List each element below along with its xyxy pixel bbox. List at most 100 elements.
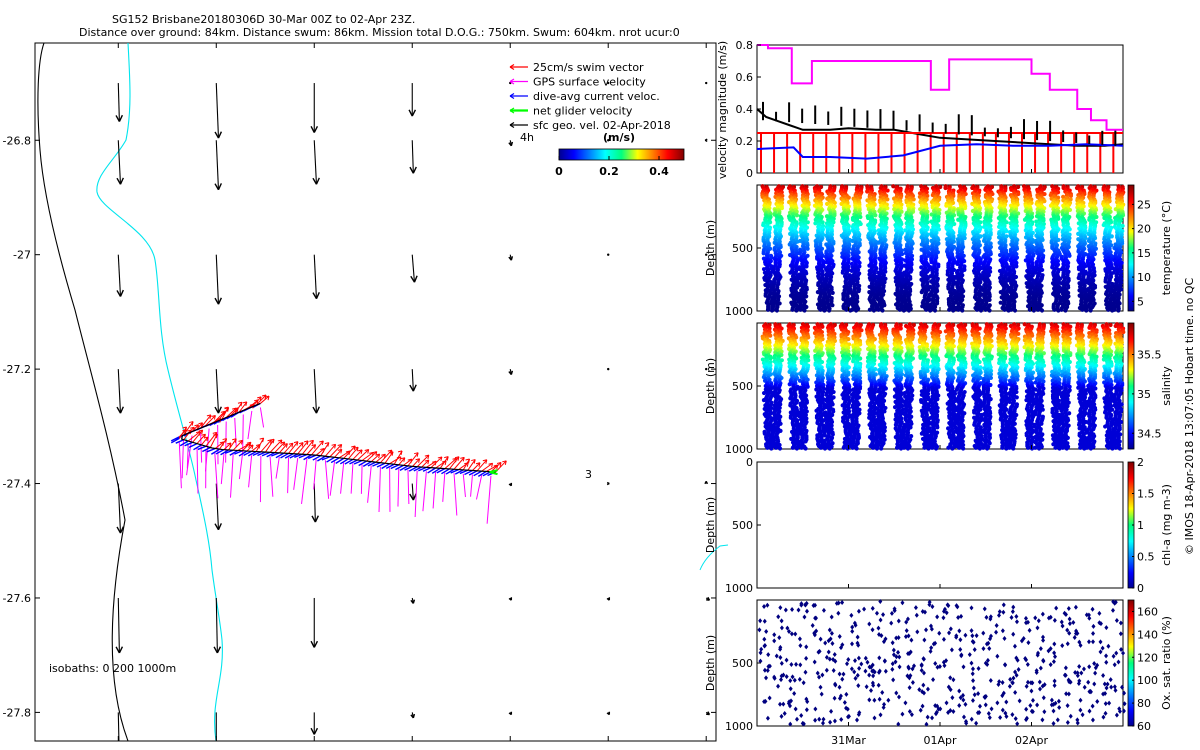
- sfc-velocity-arrow: [606, 597, 611, 601]
- current-vector: [252, 451, 262, 456]
- section-point: [876, 307, 881, 312]
- section-point: [902, 307, 908, 312]
- section-point: [928, 307, 934, 312]
- section-point: [790, 307, 795, 312]
- section-point: [850, 307, 855, 312]
- gps-velocity-vector: [269, 456, 274, 497]
- section-point: [844, 307, 849, 312]
- legend-entry: net glider velocity: [509, 105, 633, 118]
- sfc-velocity-arrow: [705, 711, 711, 716]
- colorbar-label: temperature (°C): [1160, 201, 1173, 295]
- current-vector: [234, 450, 243, 455]
- current-vector: [395, 464, 404, 471]
- current-vector: [349, 459, 358, 465]
- section-point: [1106, 307, 1111, 312]
- swim-vector: [393, 450, 403, 465]
- y-tick-label: -27: [13, 249, 31, 262]
- current-vector: [210, 448, 220, 455]
- gps-velocity-vector: [214, 452, 219, 499]
- velocity-series: [756, 44, 1124, 173]
- legend-label: 25cm/s swim vector: [533, 61, 644, 74]
- section-point: [1088, 308, 1093, 313]
- sfc-velocity-arrow: [116, 140, 124, 185]
- sfc-velocity-arrow: [409, 140, 417, 174]
- current-vector: [473, 470, 483, 477]
- swim-vector: [352, 449, 363, 460]
- swim-vector: [288, 441, 299, 454]
- current-vector: [404, 465, 413, 471]
- colorbar-tick-label: 5: [1137, 295, 1144, 308]
- y-tick-label: -26.8: [3, 134, 31, 147]
- current-vector: [385, 463, 395, 470]
- current-vector: [312, 455, 322, 461]
- current-vector: [307, 454, 317, 460]
- sfc-velocity-arrow: [607, 81, 610, 85]
- gps-velocity-vector: [422, 471, 427, 512]
- sfc-velocity-arrow: [607, 253, 610, 256]
- current-vector: [339, 458, 349, 465]
- swim-vector: [384, 451, 394, 464]
- sfc-velocity-arrow: [704, 138, 708, 142]
- colorbar-tick-label: 0.2: [599, 165, 619, 178]
- swim-vector: [301, 439, 314, 455]
- gps-velocity-vector: [407, 469, 410, 505]
- section-point: [1116, 308, 1121, 313]
- gps-velocity-vector: [248, 455, 253, 488]
- section-point: [794, 446, 799, 451]
- y-tick-label: -27.4: [3, 478, 31, 491]
- gps-velocity-vector: [414, 470, 418, 518]
- colorbar-tick-label: 0: [555, 165, 563, 178]
- gps-velocity-vector: [287, 457, 290, 494]
- gps-velocity-vector: [462, 473, 466, 498]
- gps-velocity-vector: [350, 463, 354, 494]
- current-vector: [367, 461, 377, 467]
- swim-vector: [472, 462, 481, 471]
- section-point: [980, 300, 985, 305]
- gps-velocity-vector: [178, 442, 182, 489]
- swim-vector: [232, 439, 243, 451]
- section-data: [760, 184, 1126, 313]
- section-point: [983, 307, 988, 312]
- velocity-series-line: [756, 143, 1124, 160]
- gps-velocity-vector: [453, 473, 458, 516]
- gps-velocity-vector: [301, 458, 308, 505]
- legend-label: sfc geo. vel. 02-Apr-2018: [533, 119, 671, 132]
- swim-vector: [462, 458, 471, 471]
- gps-velocity-vector: [470, 474, 473, 497]
- legend-entry: sfc geo. vel. 02-Apr-2018: [509, 119, 671, 132]
- sfc-velocity-arrow: [312, 140, 320, 185]
- sfc-velocity-arrow: [117, 712, 120, 741]
- sfc-velocity-arrow: [409, 369, 417, 392]
- current-vector: [197, 445, 207, 451]
- section-point: [924, 307, 929, 312]
- current-vector: [289, 453, 299, 459]
- section-point: [761, 390, 767, 396]
- isobath-1000m: [37, 43, 129, 741]
- map-frame: [34, 42, 717, 742]
- section-point: [1052, 307, 1057, 312]
- section-point: [1120, 223, 1125, 228]
- sfc-velocity-arrow: [705, 367, 708, 371]
- gps-velocity-vector: [247, 410, 253, 440]
- current-vector: [454, 469, 464, 475]
- section-point: [813, 221, 818, 226]
- legend-arrowhead: [509, 63, 515, 71]
- section-point: [910, 227, 916, 232]
- sfc-velocity-arrow: [214, 140, 223, 191]
- swim-vector: [421, 459, 430, 468]
- gps-velocity-vector: [378, 466, 381, 513]
- section-point: [788, 270, 793, 275]
- section-point: [960, 308, 965, 313]
- swim-vector: [347, 446, 359, 460]
- swim-vector: [255, 394, 267, 406]
- y-tick-label: 1000: [725, 305, 753, 318]
- current-vector: [450, 468, 459, 474]
- gps-velocity-vector: [313, 459, 317, 490]
- swim-vector: [228, 438, 237, 451]
- section-point: [1084, 307, 1089, 312]
- section-point: [1112, 307, 1117, 312]
- sfc-velocity-arrow: [410, 597, 416, 604]
- gps-velocity-vector: [367, 465, 372, 503]
